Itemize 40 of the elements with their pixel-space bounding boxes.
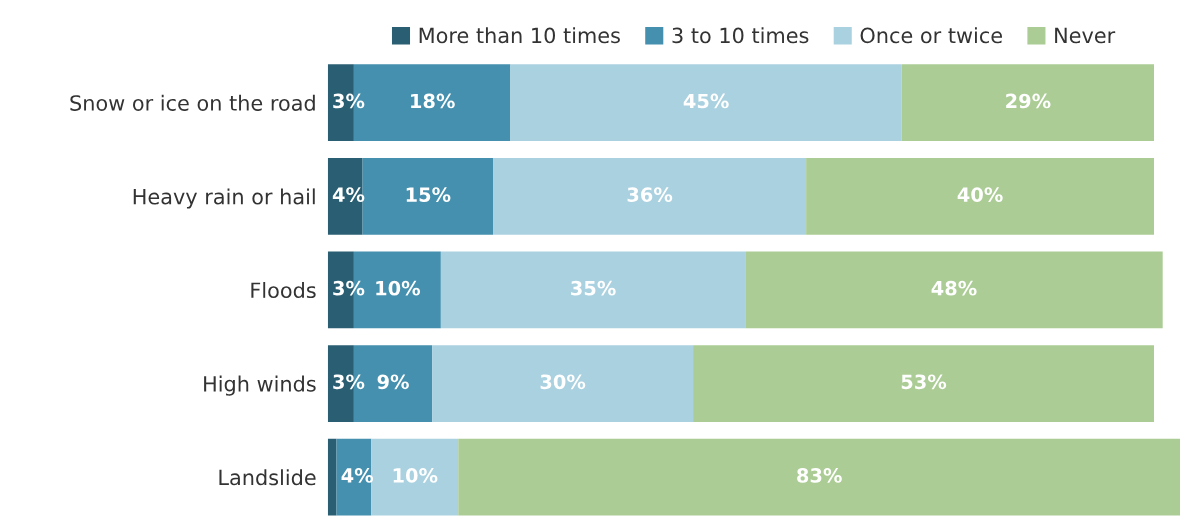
legend-label: Never <box>1055 27 1116 44</box>
bar <box>901 64 1154 142</box>
bar <box>327 157 363 235</box>
bar <box>432 345 694 422</box>
bar <box>745 251 1163 329</box>
data-label: 9% <box>377 374 409 390</box>
data-label: 18% <box>411 93 455 109</box>
data-label: 29% <box>1006 93 1051 109</box>
data-label: 3% <box>333 93 365 109</box>
y-tick-label: High winds <box>204 375 316 396</box>
data-label: 3% <box>333 374 365 390</box>
bar <box>493 157 807 235</box>
data-label: 10% <box>393 468 438 483</box>
legend-label: More than 10 times <box>419 27 620 44</box>
bar <box>693 345 1154 422</box>
data-label: 53% <box>901 374 947 390</box>
y-tick-label: Landslide <box>219 469 316 486</box>
bar <box>440 251 746 329</box>
bar <box>327 438 337 516</box>
data-label: 15% <box>406 187 451 202</box>
data-label: 35% <box>571 280 616 296</box>
data-label: 36% <box>627 187 673 202</box>
y-tick-label: Floods <box>251 281 316 299</box>
data-label: 83% <box>797 468 842 483</box>
data-label: 4% <box>332 187 365 202</box>
bar <box>371 438 459 516</box>
data-label: 30% <box>540 374 586 390</box>
legend-label: Once or twice <box>860 27 1002 44</box>
data-label: 45% <box>683 93 729 109</box>
data-label: 48% <box>931 280 977 296</box>
bar <box>806 157 1154 235</box>
y-tick-label: Snow or ice on the road <box>70 94 315 111</box>
bar <box>458 438 1181 516</box>
legend-label: 3 to 10 times <box>672 27 809 44</box>
data-label: 40% <box>957 187 1003 202</box>
bar <box>510 64 902 142</box>
data-label: 10% <box>376 280 421 296</box>
data-label: 3% <box>333 280 365 296</box>
bar <box>336 438 372 516</box>
y-tick-label: Heavy rain or hail <box>133 188 315 209</box>
